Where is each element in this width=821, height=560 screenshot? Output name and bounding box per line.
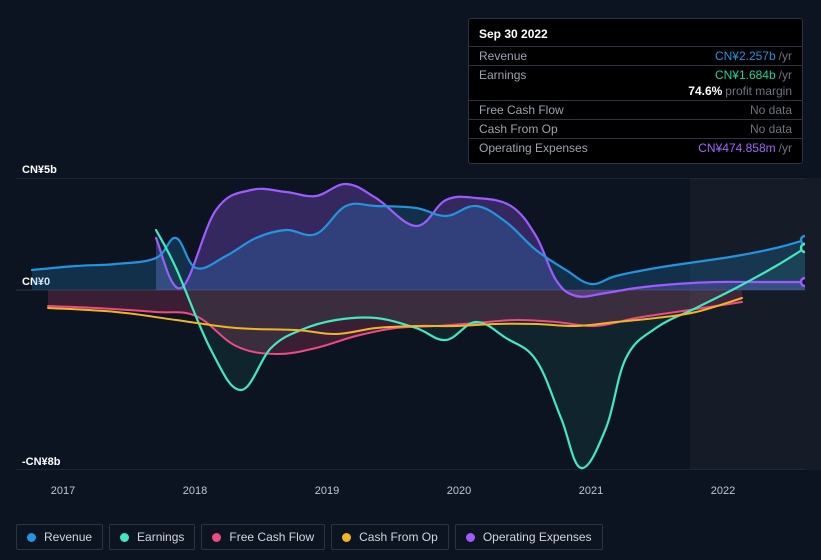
legend-swatch-icon <box>342 533 351 542</box>
legend-label: Free Cash Flow <box>229 530 314 544</box>
tooltip-row-label: Free Cash Flow <box>479 103 564 117</box>
legend-label: Cash From Op <box>359 530 438 544</box>
tooltip-row-value: CN¥2.257b/yr <box>715 49 792 63</box>
legend-item-free-cash-flow[interactable]: Free Cash Flow <box>201 524 325 550</box>
chart-legend: Revenue Earnings Free Cash Flow Cash From O… <box>16 524 603 550</box>
legend-label: Operating Expenses <box>483 530 592 544</box>
tooltip-row: Cash From Op No data <box>469 119 802 138</box>
tooltip-date: Sep 30 2022 <box>469 25 802 46</box>
tooltip-row-value: No data <box>750 122 792 136</box>
x-axis-tick: 2017 <box>51 485 75 497</box>
legend-label: Revenue <box>44 530 92 544</box>
legend-label: Earnings <box>137 530 184 544</box>
tooltip-row: Operating Expenses CN¥474.858m/yr <box>469 138 802 157</box>
tooltip-row-label: Cash From Op <box>479 122 558 136</box>
legend-swatch-icon <box>27 533 36 542</box>
x-axis-tick: 2021 <box>579 485 603 497</box>
tooltip-row-value: CN¥1.684b/yr <box>715 68 792 82</box>
tooltip-row-label: Operating Expenses <box>479 141 588 155</box>
tooltip-row-value: 74.6%profit margin <box>688 84 792 98</box>
tooltip-row-value: No data <box>750 103 792 117</box>
legend-item-revenue[interactable]: Revenue <box>16 524 103 550</box>
tooltip-row: 74.6%profit margin <box>469 84 802 100</box>
tooltip-row-label: Earnings <box>479 68 526 82</box>
data-tooltip: Sep 30 2022 Revenue CN¥2.257b/yr Earnings C… <box>468 18 803 164</box>
legend-swatch-icon <box>212 533 221 542</box>
legend-item-operating-expenses[interactable]: Operating Expenses <box>455 524 603 550</box>
tooltip-row-label: Revenue <box>479 49 527 63</box>
x-axis-tick: 2018 <box>183 485 207 497</box>
y-axis-label-5b: CN¥5b <box>22 164 57 176</box>
x-axis-tick: 2019 <box>315 485 339 497</box>
legend-swatch-icon <box>120 533 129 542</box>
financial-chart <box>16 178 805 470</box>
x-axis-tick: 2022 <box>711 485 735 497</box>
tooltip-row: Earnings CN¥1.684b/yr <box>469 65 802 84</box>
x-axis-tick: 2020 <box>447 485 471 497</box>
legend-item-cash-from-op[interactable]: Cash From Op <box>331 524 449 550</box>
legend-item-earnings[interactable]: Earnings <box>109 524 195 550</box>
tooltip-row: Free Cash Flow No data <box>469 100 802 119</box>
tooltip-row: Revenue CN¥2.257b/yr <box>469 46 802 65</box>
legend-swatch-icon <box>466 533 475 542</box>
tooltip-row-value: CN¥474.858m/yr <box>698 141 792 155</box>
